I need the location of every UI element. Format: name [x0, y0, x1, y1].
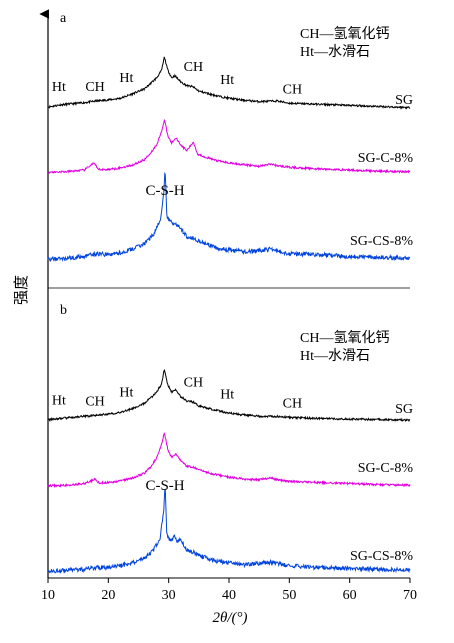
- x-tick-label-70: 70: [403, 588, 417, 603]
- x-tick-label-40: 40: [222, 588, 236, 603]
- annotation-ht-2: Ht: [52, 80, 66, 95]
- series-line-sg: [47, 56, 411, 110]
- annotation-ht-6: Ht: [220, 388, 234, 403]
- series-line-sg-cs-8pct: [47, 488, 411, 574]
- annotation-ch-3: CH: [85, 80, 104, 95]
- legend-note-2: Ht—水滑石: [300, 43, 370, 60]
- panel-label: a: [60, 11, 67, 26]
- series-line-sg: [47, 368, 411, 423]
- series-label-sg-c-8pct: SG-C-8%: [358, 461, 414, 476]
- annotation-c-s-h-1: C-S-H: [145, 478, 184, 494]
- legend-note-1: CH—氢氧化钙: [300, 26, 389, 42]
- legend-note-2: Ht—水滑石: [300, 347, 370, 364]
- series-line-sg-cs-8pct: [47, 171, 411, 263]
- annotation-ht-4: Ht: [119, 71, 133, 86]
- x-tick-label-50: 50: [282, 588, 296, 603]
- legend-note-1: CH—氢氧化钙: [300, 330, 389, 346]
- y-axis-label: 强度: [13, 275, 30, 305]
- x-ticks-group: 10 20 30 40 50 60 70: [41, 578, 417, 603]
- x-tick-label-10: 10: [41, 588, 55, 603]
- x-tick-label-20: 20: [101, 588, 115, 603]
- annotation-ch-5: CH: [184, 375, 203, 390]
- series-label-sg-cs-8pct: SG-CS-8%: [350, 234, 413, 249]
- series-label-sg: SG: [395, 402, 413, 417]
- series-label-sg: SG: [395, 93, 413, 108]
- annotation-ht-2: Ht: [52, 394, 66, 409]
- annotation-ch-5: CH: [184, 60, 203, 75]
- x-tick-label-30: 30: [162, 588, 176, 603]
- annotation-ch-7: CH: [283, 397, 302, 412]
- annotation-ht-6: Ht: [220, 73, 234, 88]
- series-line-sg-c-8pct: [47, 118, 411, 174]
- x-axis-label: 2θ/(°): [212, 610, 247, 626]
- annotation-ch-7: CH: [283, 82, 302, 97]
- annotation-ht-4: Ht: [119, 386, 133, 401]
- annotation-ch-3: CH: [85, 394, 104, 409]
- series-label-sg-cs-8pct: SG-CS-8%: [350, 549, 413, 564]
- annotation-c-s-h-1: C-S-H: [145, 183, 184, 199]
- series-line-sg-c-8pct: [47, 432, 411, 488]
- panel-label: b: [60, 303, 67, 318]
- series-label-sg-c-8pct: SG-C-8%: [358, 151, 414, 166]
- x-tick-label-60: 60: [343, 588, 357, 603]
